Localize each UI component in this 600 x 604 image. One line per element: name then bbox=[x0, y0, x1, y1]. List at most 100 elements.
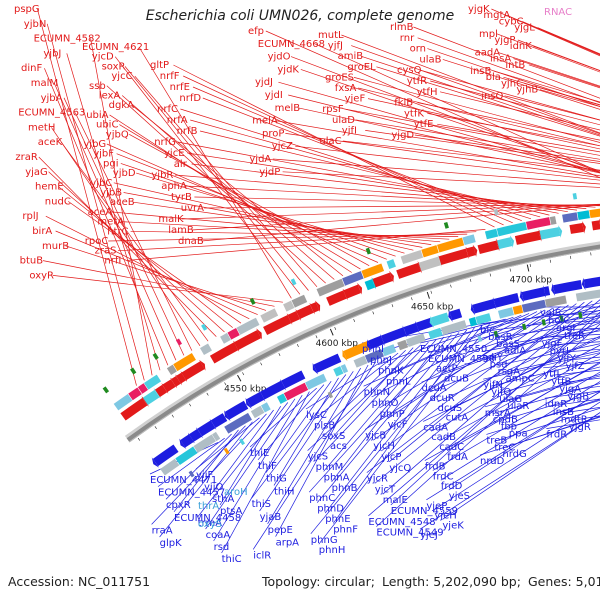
rna-gene-label: oxyS bbox=[198, 519, 222, 530]
gene-feature bbox=[213, 417, 225, 424]
reverse-gene-label: phnM bbox=[316, 462, 344, 473]
reverse-gene-label: yjgB bbox=[567, 392, 589, 403]
gene-feature bbox=[286, 386, 307, 397]
reverse-gene-label: yjcQ bbox=[389, 463, 411, 474]
gene-feature bbox=[590, 212, 600, 214]
topology-value: circular bbox=[324, 574, 370, 589]
minor-tick bbox=[155, 426, 157, 428]
reverse-gene-label: ptsA bbox=[220, 506, 242, 517]
forward-gene-label: proP bbox=[262, 128, 284, 139]
forward-leader-line bbox=[420, 70, 600, 204]
forward-gene-label: yjcZ bbox=[272, 141, 293, 152]
gene-feature bbox=[527, 221, 550, 226]
gene-feature bbox=[307, 377, 325, 386]
forward-gene-label: rnr bbox=[400, 33, 415, 44]
accession-value: NC_011751 bbox=[78, 574, 150, 589]
gene-feature bbox=[366, 283, 373, 286]
reverse-gene-label: thiG bbox=[266, 474, 287, 485]
forward-gene-label: yjbQ bbox=[106, 129, 129, 140]
reverse-gene-label: soxS bbox=[322, 431, 345, 442]
forward-gene-label: birA bbox=[32, 226, 52, 237]
minor-tick bbox=[260, 363, 261, 366]
feature-dot bbox=[104, 389, 107, 391]
gene-feature bbox=[175, 356, 194, 367]
gene-feature bbox=[262, 312, 276, 319]
forward-gene-label: malK bbox=[158, 214, 184, 225]
reverse-gene-label: coaA bbox=[206, 530, 231, 541]
forward-gene-label: uvrA bbox=[181, 203, 204, 214]
forward-gene-label: yjfI bbox=[342, 125, 357, 136]
reverse-gene-label: yjcS bbox=[308, 452, 329, 463]
gene-feature bbox=[420, 261, 440, 267]
forward-gene-label: ulaB bbox=[419, 54, 441, 65]
forward-gene-label: nudC bbox=[45, 196, 71, 207]
reverse-gene-label: phnL bbox=[386, 376, 411, 387]
gene-feature bbox=[551, 220, 556, 221]
minor-tick bbox=[279, 353, 280, 356]
forward-gene-label: dinF bbox=[21, 63, 42, 74]
gene-feature bbox=[237, 334, 260, 346]
gene-feature bbox=[355, 360, 366, 365]
gene-feature bbox=[335, 370, 342, 373]
forward-gene-label: lamB bbox=[168, 225, 194, 236]
forward-gene-label: nrfI bbox=[104, 255, 121, 266]
feature-dot bbox=[241, 441, 244, 443]
forward-gene-label: amiB bbox=[338, 51, 364, 62]
gene-feature bbox=[585, 281, 600, 284]
gene-feature bbox=[554, 284, 582, 289]
length-value: 5,202,090 bp bbox=[433, 574, 516, 589]
feature-dot bbox=[132, 370, 135, 372]
reverse-gene-label: adiA bbox=[504, 346, 526, 357]
reverse-gene-label: phnP bbox=[380, 409, 405, 420]
minor-tick bbox=[354, 319, 355, 322]
gene-feature bbox=[285, 304, 293, 308]
forward-gene-label: nrfC bbox=[157, 104, 178, 115]
reverse-gene-label: phnI bbox=[362, 344, 384, 355]
gene-feature bbox=[229, 332, 238, 337]
forward-leader-line bbox=[295, 146, 600, 195]
reverse-gene-label: yijO bbox=[204, 482, 223, 493]
reverse-gene-label: dcuB bbox=[444, 373, 469, 384]
gene-feature bbox=[570, 227, 583, 229]
minor-tick bbox=[490, 274, 491, 277]
gene-feature bbox=[222, 336, 229, 340]
forward-gene-label: fxsA bbox=[335, 83, 357, 94]
gene-feature bbox=[263, 406, 269, 409]
forward-gene-label: dnaB bbox=[178, 236, 204, 247]
gene-feature bbox=[516, 235, 540, 240]
accession-info: Accession: NC_011751 bbox=[8, 574, 150, 589]
reverse-gene-label: pepE bbox=[268, 525, 293, 536]
gene-feature bbox=[383, 332, 405, 340]
reverse-gene-label: yjgR bbox=[569, 422, 591, 433]
gene-feature bbox=[279, 397, 285, 400]
gene-feature bbox=[145, 394, 157, 402]
gene-feature bbox=[388, 263, 395, 265]
gene-feature bbox=[214, 435, 218, 438]
feature-dot bbox=[573, 196, 577, 197]
reverse-gene-label: plsB bbox=[314, 420, 335, 431]
forward-gene-label: orn bbox=[410, 44, 426, 55]
gene-feature bbox=[464, 238, 475, 241]
reverse-gene-label: ECUMN_4548 bbox=[368, 517, 435, 528]
minor-tick bbox=[207, 393, 209, 396]
minor-tick bbox=[373, 311, 374, 314]
forward-gene-label: yjhB bbox=[516, 85, 538, 96]
minor-tick bbox=[172, 415, 174, 418]
feature-dot bbox=[177, 341, 180, 343]
gene-feature bbox=[146, 378, 159, 386]
forward-gene-label: cysQ bbox=[397, 65, 422, 76]
feature-dot bbox=[329, 394, 332, 395]
minor-tick bbox=[189, 404, 191, 407]
reverse-gene-label: thiH bbox=[274, 486, 295, 497]
forward-gene-label: metH bbox=[28, 122, 55, 133]
gene-feature bbox=[200, 425, 213, 433]
gene-feature bbox=[546, 299, 566, 303]
forward-gene-label: yjdP bbox=[259, 167, 280, 178]
gene-feature bbox=[238, 321, 257, 331]
forward-gene-label: bla bbox=[486, 72, 501, 83]
gene-feature bbox=[468, 251, 475, 253]
minor-tick bbox=[431, 291, 432, 294]
genes-value: 5,014 bbox=[576, 574, 600, 589]
gene-feature bbox=[116, 397, 130, 407]
gene-feature bbox=[432, 317, 448, 322]
